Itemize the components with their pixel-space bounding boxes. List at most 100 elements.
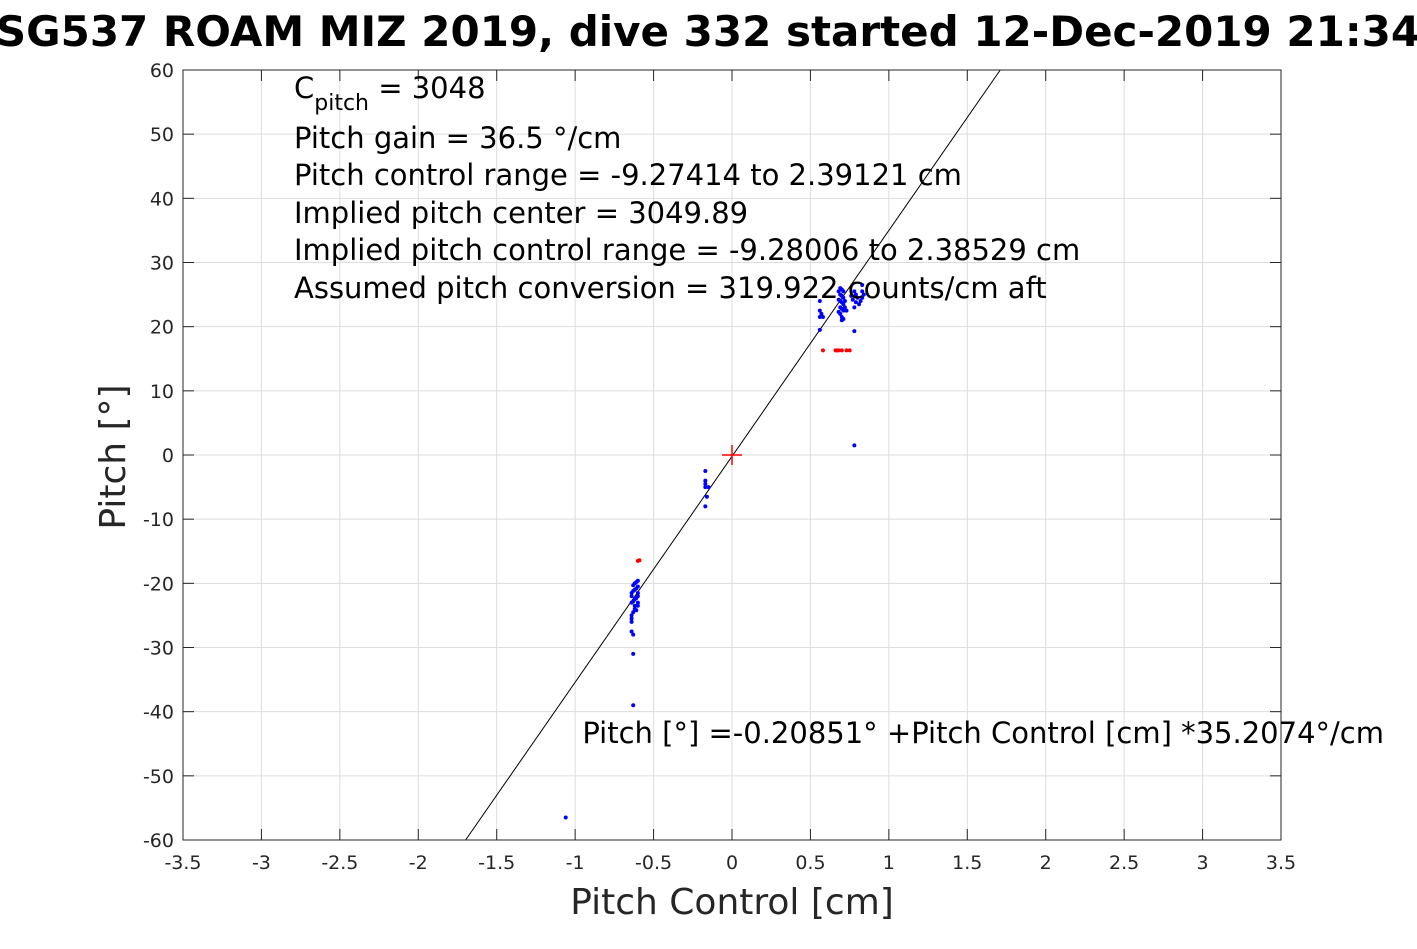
chart-title: SG537 ROAM MIZ 2019, dive 332 started 12… <box>0 7 1417 56</box>
data-point <box>850 297 855 302</box>
data-point <box>836 289 841 294</box>
data-point <box>852 329 857 334</box>
data-point <box>853 292 858 297</box>
data-point <box>703 481 708 486</box>
data-point <box>635 590 640 595</box>
data-point <box>635 600 640 605</box>
y-tick-label: -40 <box>143 702 174 724</box>
x-tick-label: -3 <box>252 852 271 874</box>
y-tick-label: -20 <box>143 573 174 595</box>
y-tick-label: 40 <box>150 188 174 210</box>
data-point <box>819 311 824 316</box>
y-tick-label: -60 <box>143 830 174 852</box>
data-point <box>841 295 846 300</box>
annotation-line: Assumed pitch conversion = 319.922 count… <box>294 271 1047 305</box>
y-tick-label: 60 <box>150 60 174 82</box>
annotation-line: Pitch control range = -9.27414 to 2.3912… <box>294 158 962 192</box>
data-point <box>703 469 708 474</box>
data-points <box>563 282 866 820</box>
data-point <box>852 443 857 448</box>
data-point <box>841 289 846 294</box>
data-point <box>820 348 825 353</box>
y-tick-label: -10 <box>143 509 174 531</box>
x-tick-label: -1.5 <box>478 852 515 874</box>
data-point <box>631 703 636 708</box>
data-point <box>817 315 822 320</box>
data-point <box>629 594 634 599</box>
data-point <box>842 299 847 303</box>
x-tick-label: -1 <box>566 852 585 874</box>
data-point <box>637 558 642 563</box>
x-tick-label: -2.5 <box>321 852 358 874</box>
data-point <box>703 478 708 483</box>
data-point <box>629 629 634 634</box>
annotation-block: Cpitch = 3048 Pitch gain = 36.5 °/cm Pit… <box>294 71 1080 305</box>
data-point <box>817 327 822 332</box>
data-point <box>634 608 639 613</box>
data-point <box>563 815 568 820</box>
data-point <box>860 295 865 300</box>
x-tick-label: 3.5 <box>1266 852 1296 874</box>
cpitch-subscript: pitch <box>314 91 369 116</box>
data-point <box>839 348 844 353</box>
data-point <box>857 302 862 307</box>
data-point <box>635 594 640 599</box>
x-tick-label: 1 <box>883 852 895 874</box>
data-point <box>631 610 636 615</box>
data-point <box>629 613 634 618</box>
annotation-line: Implied pitch control range = -9.28006 t… <box>294 233 1080 267</box>
data-point <box>820 315 825 320</box>
center-marker-group <box>722 445 742 465</box>
data-point <box>860 289 865 294</box>
data-point <box>635 584 640 589</box>
data-point <box>852 305 857 310</box>
y-tick-label: -50 <box>143 766 174 788</box>
data-point <box>844 348 849 353</box>
x-tick-label: -3.5 <box>164 852 201 874</box>
data-point <box>635 603 640 608</box>
axis-ticks: -3.5 -3 -2.5 -2 -1.5 -1 -0.5 0 0.5 1 1.5 2 2.5 3 3.5 -6… <box>143 60 1296 874</box>
x-tick-label: 2.5 <box>1109 852 1139 874</box>
data-point <box>704 494 709 499</box>
data-point <box>632 603 637 608</box>
x-tick-label: 3 <box>1197 852 1209 874</box>
y-tick-label: 30 <box>150 253 174 275</box>
x-tick-label: 2 <box>1040 852 1052 874</box>
cpitch-value: = 3048 <box>369 71 486 105</box>
y-tick-label: 0 <box>162 445 174 467</box>
data-point <box>847 348 852 353</box>
y-tick-label: 50 <box>150 124 174 146</box>
x-axis-label: Pitch Control [cm] <box>570 882 894 923</box>
y-tick-label: -30 <box>143 638 174 660</box>
data-point <box>844 308 849 313</box>
data-point <box>635 578 640 583</box>
data-point <box>841 302 846 307</box>
y-axis-label: Pitch [°] <box>93 384 134 529</box>
data-point <box>839 318 844 323</box>
x-tick-label: -2 <box>409 852 428 874</box>
x-tick-label: 0 <box>726 852 738 874</box>
data-point <box>852 289 857 294</box>
data-point <box>842 305 847 310</box>
data-point <box>817 308 822 313</box>
data-point <box>858 299 863 303</box>
data-point <box>838 311 843 316</box>
data-point <box>841 308 846 313</box>
data-point <box>629 616 634 621</box>
data-point <box>703 504 708 509</box>
data-point <box>860 282 865 287</box>
x-tick-label: 0.5 <box>795 852 825 874</box>
data-point <box>817 299 822 303</box>
data-point <box>849 293 854 298</box>
annotation-line: Implied pitch center = 3049.89 <box>294 196 748 230</box>
data-point <box>631 651 636 656</box>
y-tick-label: 10 <box>150 381 174 403</box>
x-tick-label: 1.5 <box>952 852 982 874</box>
data-point <box>861 292 866 297</box>
data-point <box>853 300 858 305</box>
data-point <box>706 485 711 490</box>
data-point <box>703 485 708 490</box>
x-tick-label: -0.5 <box>635 852 672 874</box>
fit-equation: Pitch [°] =-0.20851° +Pitch Control [cm]… <box>582 716 1384 750</box>
